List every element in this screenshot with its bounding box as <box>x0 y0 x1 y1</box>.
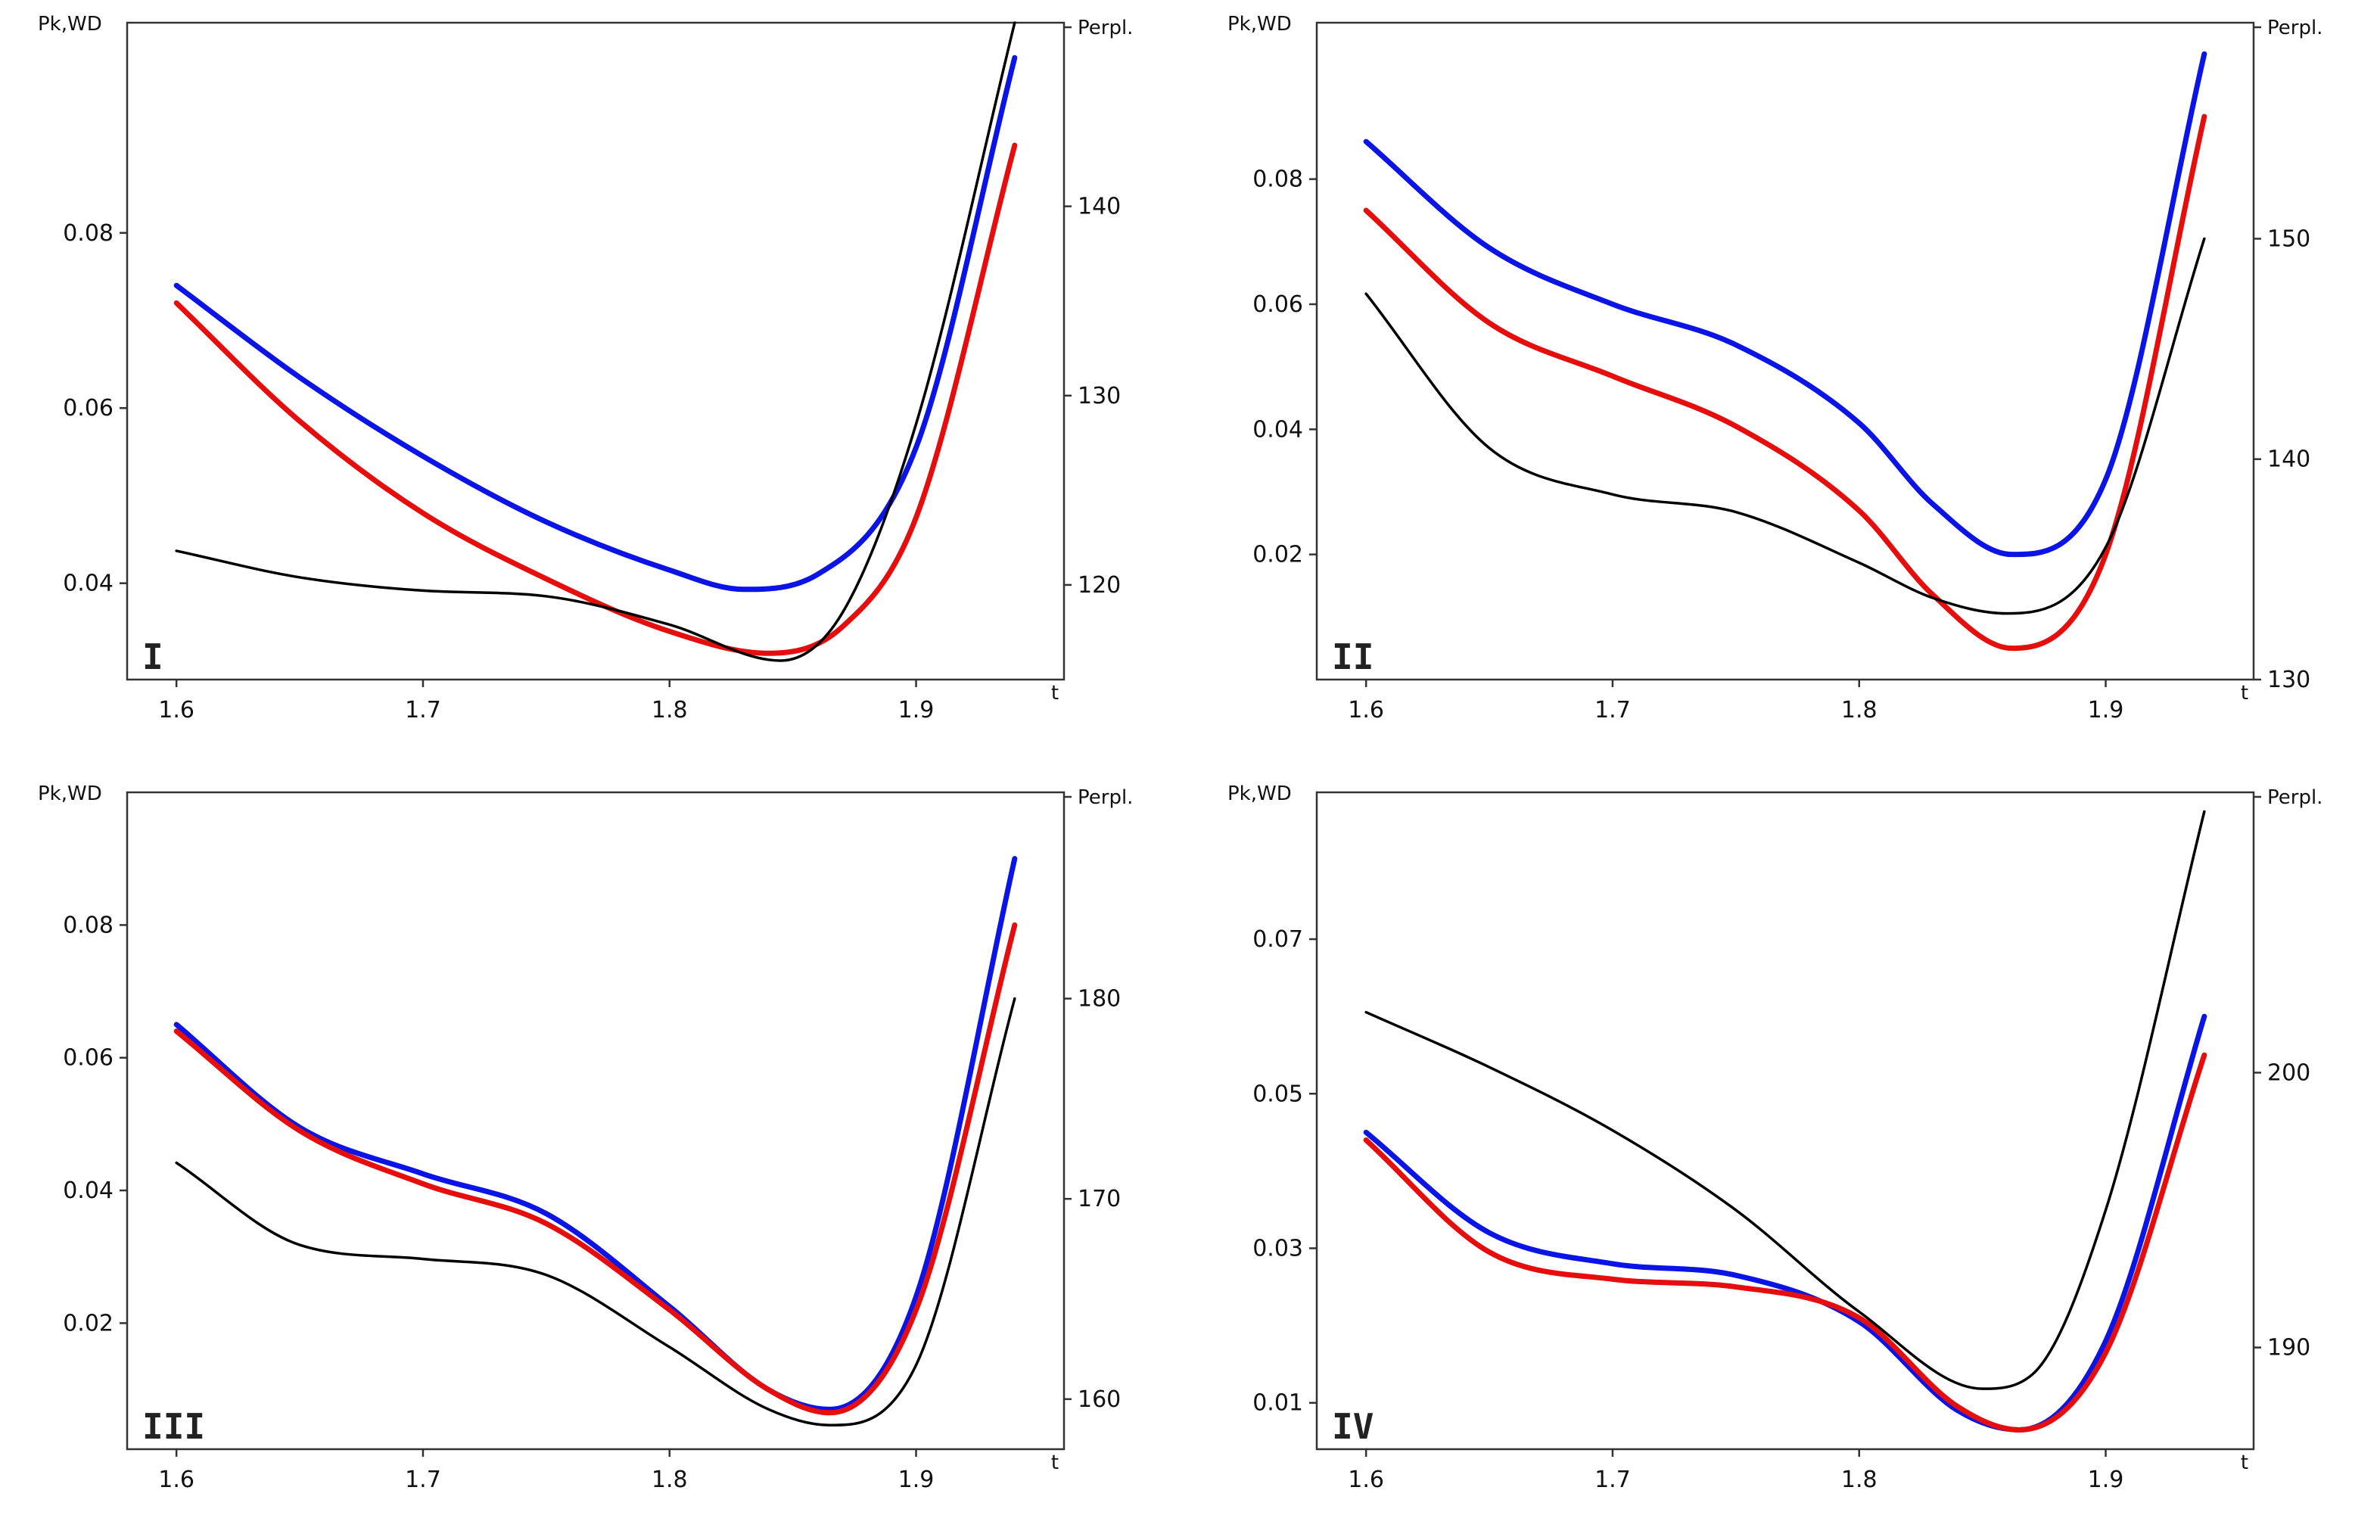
y-right-tick-label: 200 <box>2267 1059 2310 1086</box>
chart-svg-3: 1.6 1.7 1.8 1.9 0.02 0.04 0.06 0.08 160 170 180 Per… <box>38 782 1133 1493</box>
series-line-perplexity <box>1364 810 2206 1390</box>
y-left-tick-label: 0.03 <box>1252 1235 1303 1262</box>
chart-panel-2: 1.6 1.7 1.8 1.9 0.02 0.04 0.06 0.08 130 140 150 Per… <box>1190 0 2379 770</box>
series-line-pk <box>1363 1013 2207 1433</box>
y-right-tick-label: 140 <box>2267 446 2310 473</box>
series-line-wd <box>1363 114 2207 652</box>
y-left-tick-label: 0.02 <box>1252 542 1303 568</box>
chart-svg-4: 1.6 1.7 1.8 1.9 0.01 0.03 0.05 0.07 190 200 Perpl.… <box>1227 782 2322 1493</box>
y-left-axis-title: Pk,WD <box>1227 782 1292 805</box>
y-left-tick-label: 0.04 <box>63 1178 114 1204</box>
y-left-axis-title: Pk,WD <box>1227 13 1292 36</box>
series-line-perplexity <box>175 997 1016 1426</box>
x-tick-label: 1.7 <box>405 1467 441 1493</box>
series-line-perplexity <box>1364 237 2206 615</box>
x-tick-label: 1.8 <box>1841 697 1878 723</box>
y-left-tick-label: 0.07 <box>1252 926 1303 953</box>
panel-label: III <box>142 1406 205 1447</box>
x-tick-label: 1.7 <box>1594 1467 1631 1493</box>
x-tick-label: 1.8 <box>652 697 688 723</box>
y-right-tick-label: 150 <box>2267 226 2310 252</box>
series-line-wd <box>173 142 1018 656</box>
chart-panel-1: 1.6 1.7 1.8 1.9 0.04 0.06 0.08 120 130 140 Perpl. P… <box>0 0 1190 770</box>
x-tick-label: 1.7 <box>405 697 441 723</box>
y-right-axis-title: Perpl. <box>1078 17 1133 39</box>
x-tick-label: 1.8 <box>652 1467 688 1493</box>
y-left-axis-title: Pk,WD <box>38 13 102 36</box>
x-tick-label: 1.6 <box>158 697 194 723</box>
plot-frame <box>1315 791 2255 1451</box>
series-line-perplexity <box>175 21 1016 662</box>
chart-svg-1: 1.6 1.7 1.8 1.9 0.04 0.06 0.08 120 130 140 Perpl. P… <box>38 13 1133 723</box>
y-right-tick-label: 130 <box>1078 383 1121 409</box>
y-right-tick-label: 120 <box>1078 572 1121 599</box>
y-right-tick-label: 140 <box>1078 194 1121 220</box>
y-left-tick-label: 0.08 <box>63 220 114 247</box>
y-right-tick-label: 180 <box>1078 986 1121 1013</box>
series-line-wd <box>173 922 1018 1416</box>
y-left-tick-label: 0.06 <box>63 1045 114 1072</box>
series-line-pk <box>173 54 1018 593</box>
y-left-tick-label: 0.02 <box>63 1310 114 1336</box>
y-right-tick-label: 190 <box>2267 1335 2310 1361</box>
x-axis-title: t <box>2241 1451 2248 1474</box>
panel-label: II <box>1332 636 1374 677</box>
chart-panel-3: 1.6 1.7 1.8 1.9 0.02 0.04 0.06 0.08 160 170 180 Per… <box>0 770 1190 1539</box>
y-left-tick-label: 0.08 <box>1252 166 1303 193</box>
panel-label: I <box>142 636 163 677</box>
x-axis-title: t <box>1051 682 1059 705</box>
y-right-axis-title: Perpl. <box>2267 17 2322 39</box>
chart-panel-4: 1.6 1.7 1.8 1.9 0.01 0.03 0.05 0.07 190 200 Perpl.… <box>1190 770 2379 1539</box>
y-left-tick-label: 0.06 <box>63 395 114 422</box>
series-line-pk <box>1363 51 2207 558</box>
x-tick-label: 1.9 <box>898 697 935 723</box>
x-tick-label: 1.6 <box>1348 697 1384 723</box>
x-axis-title: t <box>1051 1451 1059 1474</box>
x-tick-label: 1.9 <box>2088 697 2124 723</box>
y-left-axis-title: Pk,WD <box>38 782 102 805</box>
plot-frame <box>1315 21 2255 681</box>
x-tick-label: 1.9 <box>2088 1467 2124 1493</box>
plot-frame <box>126 21 1066 681</box>
y-right-tick-label: 160 <box>1078 1386 1121 1413</box>
x-tick-label: 1.8 <box>1841 1467 1878 1493</box>
y-right-axis-title: Perpl. <box>1078 786 1133 809</box>
y-left-tick-label: 0.06 <box>1252 291 1303 318</box>
x-tick-label: 1.9 <box>898 1467 935 1493</box>
plot-frame <box>126 791 1066 1451</box>
y-left-tick-label: 0.04 <box>1252 416 1303 443</box>
panel-label: IV <box>1332 1406 1374 1447</box>
x-tick-label: 1.7 <box>1594 697 1631 723</box>
x-tick-label: 1.6 <box>1348 1467 1384 1493</box>
y-left-tick-label: 0.01 <box>1252 1390 1303 1417</box>
chart-svg-2: 1.6 1.7 1.8 1.9 0.02 0.04 0.06 0.08 130 140 150 Per… <box>1227 13 2322 723</box>
x-tick-label: 1.6 <box>158 1467 194 1493</box>
y-left-tick-label: 0.08 <box>63 912 114 938</box>
y-right-axis-title: Perpl. <box>2267 786 2322 809</box>
y-right-tick-label: 130 <box>2267 667 2310 693</box>
x-axis-title: t <box>2241 682 2248 705</box>
y-left-tick-label: 0.04 <box>63 571 114 597</box>
y-right-tick-label: 170 <box>1078 1186 1121 1212</box>
y-left-tick-label: 0.05 <box>1252 1081 1303 1107</box>
series-line-wd <box>1363 1052 2207 1433</box>
